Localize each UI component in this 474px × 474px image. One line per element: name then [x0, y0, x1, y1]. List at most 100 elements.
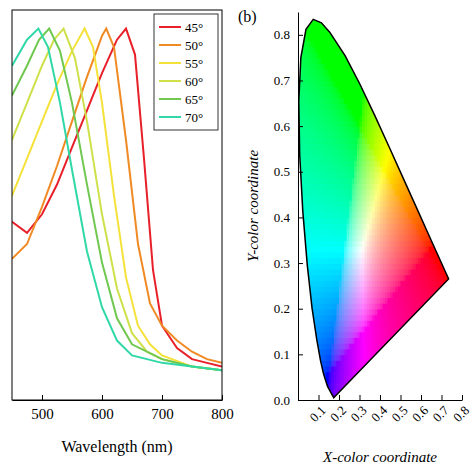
gamut-cell [329, 18, 332, 25]
gamut-cell [326, 18, 329, 25]
gamut-cell [306, 377, 309, 384]
gamut-cell [306, 12, 309, 13]
gamut-cell [313, 349, 316, 356]
plot-frame [12, 10, 222, 400]
gamut-cell [301, 320, 304, 327]
gamut-cell [352, 12, 355, 19]
gamut-cell [301, 229, 304, 236]
gamut-cell [303, 314, 306, 321]
gamut-cell [365, 23, 368, 30]
gamut-cell [306, 349, 309, 356]
gamut-cell [303, 360, 306, 367]
gamut-cell [354, 46, 357, 53]
gamut-cell [301, 371, 304, 378]
gamut-cell [354, 58, 357, 65]
gamut-cell [347, 46, 350, 53]
gamut-cell [303, 383, 306, 390]
gamut-cell [319, 383, 322, 390]
gamut-cell [303, 343, 306, 350]
legend-entry: 45° [159, 20, 203, 35]
gamut-cell [331, 12, 334, 13]
legend-swatch [159, 62, 181, 64]
gamut-cell [360, 12, 363, 19]
gamut-cell [303, 280, 306, 287]
gamut-cell [352, 394, 355, 400]
gamut-cell [303, 349, 306, 356]
gamut-cell [308, 12, 311, 13]
gamut-cell [344, 29, 347, 36]
legend-label: 55° [185, 56, 203, 71]
gamut-cell [301, 29, 304, 36]
gamut-cell [347, 18, 350, 25]
gamut-cell [347, 52, 350, 59]
gamut-cell [344, 46, 347, 53]
gamut-cell [331, 18, 334, 25]
gamut-cell [321, 12, 324, 13]
gamut-cell [319, 377, 322, 384]
gamut-cell [324, 389, 327, 396]
gamut-cell [354, 12, 357, 19]
gamut-cell [313, 383, 316, 390]
tick-mark [42, 395, 43, 400]
gamut-cell [308, 383, 311, 390]
gamut-cell [339, 12, 342, 19]
gamut-cell [357, 35, 360, 42]
gamut-cell [334, 18, 337, 25]
gamut-cell [362, 35, 365, 42]
gamut-cell [301, 12, 304, 19]
gamut-cell [334, 29, 337, 36]
gamut-cell [339, 29, 342, 36]
gamut-cell [334, 23, 337, 30]
gamut-cell [357, 12, 360, 13]
gamut-cell [357, 41, 360, 48]
tick-label: 700 [151, 406, 174, 422]
gamut-cell [362, 371, 365, 378]
gamut-cell [308, 309, 311, 316]
gamut-cell [301, 257, 304, 264]
gamut-cell [303, 297, 306, 304]
gamut-cell [342, 35, 345, 42]
gamut-cell [308, 314, 311, 321]
gamut-cell [347, 394, 350, 400]
gamut-cell [311, 343, 314, 350]
gamut-cell [367, 377, 370, 384]
x-axis: 500600700800 [13, 395, 234, 422]
gamut-cell [362, 58, 365, 65]
gamut-fill [298, 12, 455, 400]
gamut-cell [306, 292, 309, 299]
gamut-cell [360, 75, 363, 82]
gamut-cell [362, 18, 365, 25]
gamut-cell [301, 303, 304, 310]
gamut-cell [365, 86, 368, 93]
spectrum-line [12, 29, 222, 371]
legend-entry: 55° [159, 56, 203, 71]
gamut-cell [347, 389, 350, 396]
gamut-cell [308, 377, 311, 384]
gamut-cell [367, 23, 370, 30]
gamut-cell [360, 12, 363, 13]
gamut-cell [336, 12, 339, 19]
gamut-cell [308, 332, 311, 339]
gamut-cell [324, 18, 327, 25]
tick: 600 [91, 395, 114, 422]
gamut-cell [344, 18, 347, 25]
gamut-cell [303, 377, 306, 384]
legend: 45°50°55°60°65°70° [154, 14, 218, 130]
gamut-cell [311, 366, 314, 373]
gamut-cell [301, 246, 304, 253]
gamut-cell [336, 12, 339, 13]
gamut-cell [306, 320, 309, 327]
gamut-cell [301, 332, 304, 339]
tick: 500 [31, 395, 54, 422]
gamut-cell [306, 332, 309, 339]
legend-label: 70° [185, 110, 203, 125]
gamut-cell [362, 394, 365, 400]
gamut-cell [306, 314, 309, 321]
gamut-cell [360, 52, 363, 59]
gamut-cell [362, 80, 365, 87]
gamut-cell [344, 35, 347, 42]
gamut-cell [357, 389, 360, 396]
gamut-cell [365, 41, 368, 48]
gamut-cell [349, 12, 352, 13]
gamut-cell [360, 46, 363, 53]
